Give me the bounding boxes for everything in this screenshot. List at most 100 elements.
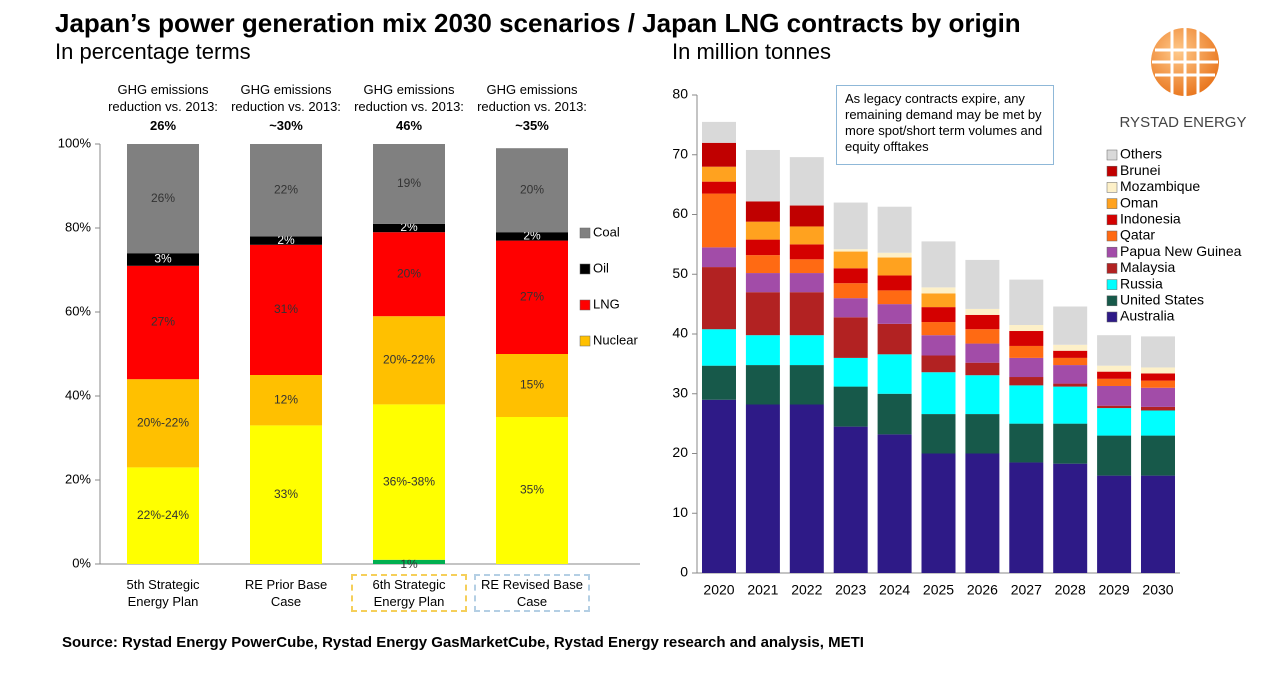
- bar-segment: [1097, 475, 1132, 573]
- y-tick-label: 50: [672, 265, 688, 281]
- bar-segment: [496, 232, 568, 241]
- bar-segment: [789, 365, 824, 405]
- bar-segment: [789, 404, 824, 573]
- bar-segment: [921, 322, 956, 336]
- bar-segment: [702, 142, 736, 167]
- bar-segment: [833, 202, 868, 250]
- y-tick-label: 40%: [65, 387, 91, 402]
- page-title: Japan’s power generation mix 2030 scenar…: [55, 8, 1021, 38]
- bar-segment: [127, 467, 199, 564]
- bar-segment: [789, 226, 824, 245]
- data-label: 12%: [274, 392, 298, 406]
- x-tick-label: RE Prior Base Case: [244, 577, 328, 609]
- bar-segment: [745, 404, 780, 573]
- legend-label: Papua New Guinea: [1120, 243, 1242, 259]
- bar-segment: [1053, 423, 1088, 464]
- bar-segment: [373, 144, 445, 224]
- bar-segment: [745, 201, 780, 222]
- x-tick-label: 2027: [1011, 582, 1042, 598]
- bar-segment: [373, 559, 445, 564]
- legend-label: Others: [1120, 146, 1162, 162]
- bar-segment: [921, 287, 956, 294]
- legend-label: Nuclear: [593, 332, 638, 347]
- bar-segment: [921, 372, 956, 415]
- bar-segment: [702, 365, 736, 400]
- bar-segment: [833, 317, 868, 358]
- bar-segment: [1097, 365, 1132, 372]
- bar-segment: [373, 316, 445, 405]
- bar-segment: [877, 290, 912, 305]
- legend-swatch: [1106, 230, 1118, 242]
- y-tick-label: 70: [672, 145, 688, 161]
- bar-segment: [965, 375, 1000, 415]
- x-tick-label: 2026: [967, 582, 998, 598]
- y-tick-label: 20%: [65, 471, 91, 486]
- legend-swatch: [579, 335, 591, 347]
- bar-segment: [921, 335, 956, 356]
- bar-segment: [1053, 383, 1088, 387]
- y-tick-label: 0: [680, 564, 688, 580]
- data-label: 26%: [151, 191, 175, 205]
- chart-subtitle: In million tonnes: [672, 39, 831, 64]
- bar-segment: [965, 308, 1000, 315]
- bar-segment: [745, 335, 780, 366]
- bar-segment: [1097, 405, 1132, 409]
- bar-segment: [702, 193, 736, 248]
- header-label: GHG emissions reduction vs. 2013:: [231, 82, 341, 114]
- legend-label: Australia: [1120, 308, 1175, 324]
- data-label: 31%: [274, 302, 298, 316]
- bar-segment: [921, 355, 956, 373]
- header-label: GHG emissions reduction vs. 2013:: [477, 82, 587, 114]
- bar-segment: [921, 414, 956, 454]
- data-label: 15%: [520, 378, 544, 392]
- bar-segment: [1141, 435, 1175, 476]
- bar-segment: [1097, 378, 1132, 386]
- bar-segment: [877, 393, 912, 435]
- bar-segment: [921, 453, 956, 573]
- bar-segment: [965, 329, 1000, 344]
- bar-segment: [789, 335, 824, 366]
- source-note: Source: Rystad Energy PowerCube, Rystad …: [62, 634, 864, 651]
- data-label: 22%-24%: [137, 508, 189, 522]
- chart-subtitle: In percentage terms: [55, 39, 251, 64]
- header-label: GHG emissions reduction vs. 2013:: [108, 82, 218, 114]
- y-tick-label: 100%: [58, 135, 92, 150]
- legend-label: Malaysia: [1120, 259, 1175, 275]
- bar-segment: [921, 241, 956, 288]
- bar-segment: [373, 223, 445, 233]
- bar-segment: [745, 365, 780, 405]
- bar-segment: [1097, 435, 1132, 476]
- bar-segment: [250, 425, 322, 564]
- header-value: ~30%: [269, 118, 303, 133]
- bar-segment: [1009, 331, 1044, 346]
- data-label: 1%: [400, 557, 418, 571]
- legend-swatch: [1106, 311, 1118, 323]
- bar-segment: [965, 343, 1000, 363]
- bar-segment: [1053, 365, 1088, 384]
- y-tick-label: 10: [672, 504, 688, 520]
- bar-segment: [877, 304, 912, 324]
- bar-segment: [1141, 387, 1175, 407]
- legend-swatch: [579, 263, 591, 275]
- data-label: 20%-22%: [383, 352, 435, 366]
- bar-segment: [1097, 385, 1132, 406]
- bar-segment: [877, 434, 912, 573]
- bar-segment: [745, 221, 780, 240]
- bar-segment: [1141, 373, 1175, 381]
- data-label: 33%: [274, 487, 298, 501]
- data-label: 35%: [520, 483, 544, 497]
- bar-segment: [833, 386, 868, 427]
- bar-segment: [250, 236, 322, 245]
- legend-swatch: [579, 299, 591, 311]
- header-value: 26%: [149, 118, 177, 133]
- x-tick-label: 5th Strategic Energy Plan: [126, 577, 200, 609]
- bar-segment: [1009, 357, 1044, 378]
- y-tick-label: 0%: [72, 555, 91, 570]
- x-tick-label: 6th Strategic Energy Plan: [351, 574, 467, 612]
- bar-segment: [1053, 350, 1088, 358]
- bar-segment: [702, 181, 736, 194]
- data-label: 20%-22%: [137, 415, 189, 429]
- bar-segment: [1097, 371, 1132, 379]
- header-value: ~35%: [515, 118, 549, 133]
